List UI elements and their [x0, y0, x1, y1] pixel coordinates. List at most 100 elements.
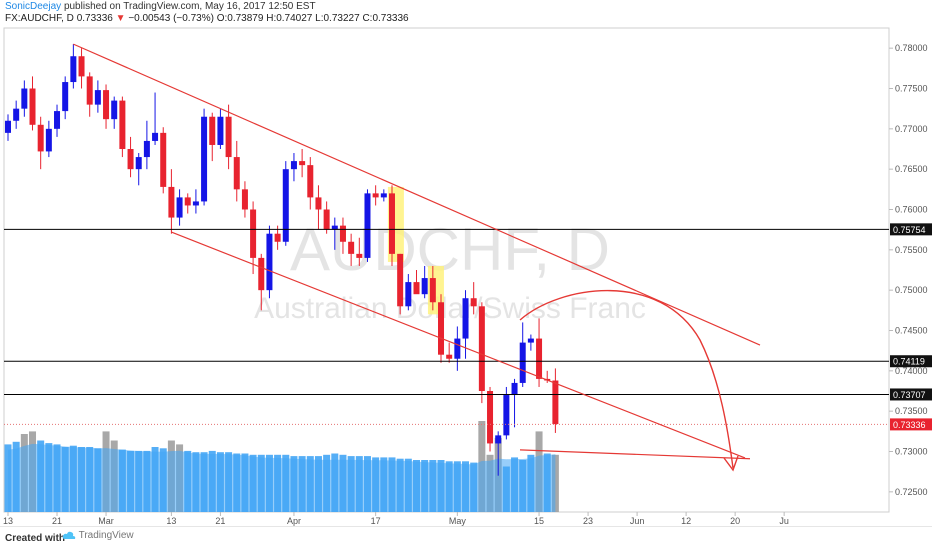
candle-body — [454, 338, 461, 359]
down-arrow-icon: ▼ — [115, 13, 126, 24]
y-tick-label: 0.74500 — [895, 326, 928, 336]
ohlc-open: O:0.73879 — [216, 13, 264, 24]
level-label: 0.73707 — [893, 390, 926, 400]
channel-lower-line[interactable] — [171, 231, 746, 459]
candle-body — [54, 111, 61, 129]
last-price: 0.73336 — [76, 13, 113, 24]
x-tick-label: 15 — [534, 516, 544, 526]
x-tick-label: Ju — [779, 516, 789, 526]
x-tick-label: 21 — [215, 516, 225, 526]
candle-body — [307, 165, 314, 198]
candle-body — [250, 209, 257, 258]
y-tick-label: 0.73000 — [895, 447, 928, 457]
candle-body — [233, 157, 240, 190]
candle-body — [241, 189, 248, 210]
watermark-name: Australian Dollar/Swiss Franc — [254, 292, 646, 325]
plot-area[interactable] — [3, 27, 890, 513]
candle-body — [446, 354, 453, 359]
last-price-label: 0.73336 — [893, 420, 926, 430]
candle-body — [299, 161, 306, 166]
publish-info: SonicDeejay published on TradingView.com… — [5, 1, 316, 12]
candle-body — [519, 342, 526, 383]
candle-body — [495, 435, 502, 444]
candle-body — [209, 116, 216, 145]
candle-body — [348, 241, 355, 254]
y-tick-label: 0.77000 — [895, 124, 928, 134]
candle-body — [315, 197, 322, 210]
footer: Created with TradingView — [0, 526, 932, 551]
candle-body — [413, 282, 420, 295]
candle-body — [364, 193, 371, 258]
candle-body — [258, 257, 265, 291]
candle-body — [62, 82, 69, 112]
candle-body — [503, 395, 510, 436]
symbol-label: FX:AUDCHF, D — [5, 13, 74, 24]
price-change: −0.00543 (−0.73%) — [128, 13, 214, 24]
created-with-label: Created with — [5, 533, 66, 544]
volume-ma-area — [8, 443, 556, 512]
candle-body — [225, 116, 232, 158]
candle-body — [380, 193, 387, 198]
candle-body — [323, 209, 330, 230]
candle-body — [356, 253, 363, 258]
candle-body — [527, 338, 534, 343]
candle-body — [274, 233, 281, 242]
candle-body — [29, 88, 36, 125]
candle-body — [421, 278, 428, 295]
candle-body — [37, 124, 44, 152]
level-label: 0.75754 — [893, 225, 926, 235]
y-tick-label: 0.78000 — [895, 43, 928, 53]
candle-body — [78, 56, 85, 77]
candle-body — [152, 132, 159, 141]
ohlc-close: C:0.73336 — [362, 13, 409, 24]
arrow-head-icon — [723, 455, 739, 472]
candle-body — [552, 380, 559, 425]
candle-body — [45, 128, 52, 152]
candle-body — [94, 90, 101, 105]
x-tick-label: 13 — [3, 516, 13, 526]
candle-body — [438, 302, 445, 355]
author-link[interactable]: SonicDeejay — [5, 1, 62, 12]
candle-body — [462, 298, 469, 339]
level-label-bg — [890, 388, 932, 401]
projection-arc[interactable] — [519, 289, 734, 469]
watermark-symbol: AUDCHF, D — [290, 216, 610, 283]
target-line[interactable] — [519, 449, 751, 460]
candle-body — [168, 186, 175, 218]
ohlc-high: H:0.74027 — [266, 13, 313, 24]
candle-body — [372, 193, 379, 198]
candle-body — [397, 253, 404, 307]
candle-body — [119, 100, 126, 149]
candle-body — [143, 140, 150, 158]
last-price-bg — [890, 418, 932, 431]
level-label-bg — [890, 355, 932, 368]
y-tick-label: 0.75000 — [895, 285, 928, 295]
channel-upper-line[interactable] — [73, 43, 761, 346]
tradingview-logo[interactable]: TradingView — [62, 530, 134, 541]
candle-body — [266, 233, 273, 291]
x-tick-label: Apr — [287, 516, 301, 526]
level-label: 0.74119 — [893, 357, 925, 367]
candle-body — [135, 157, 142, 170]
candle-body — [478, 306, 485, 391]
candle-body — [511, 382, 518, 396]
candle-body — [487, 391, 494, 444]
candle-body — [331, 225, 338, 230]
candle-body — [176, 197, 183, 218]
y-tick-label: 0.73500 — [895, 406, 928, 416]
candle-body — [470, 298, 477, 307]
x-tick-label: 20 — [730, 516, 740, 526]
y-tick-label: 0.72500 — [895, 487, 928, 497]
candle-body — [184, 197, 191, 206]
price-chart[interactable]: AUDCHF, D Australian Dollar/Swiss Franc 0.… — [0, 0, 932, 526]
candle-body — [282, 169, 289, 242]
y-tick-label: 0.75500 — [895, 245, 928, 255]
candle-body — [290, 161, 297, 170]
candle-body — [160, 132, 167, 187]
candle-body — [217, 116, 224, 145]
x-tick-label: Mar — [98, 516, 114, 526]
x-tick-label: 21 — [52, 516, 62, 526]
candle-body — [70, 56, 77, 83]
level-label-bg — [890, 223, 932, 236]
x-tick-label: 12 — [681, 516, 691, 526]
